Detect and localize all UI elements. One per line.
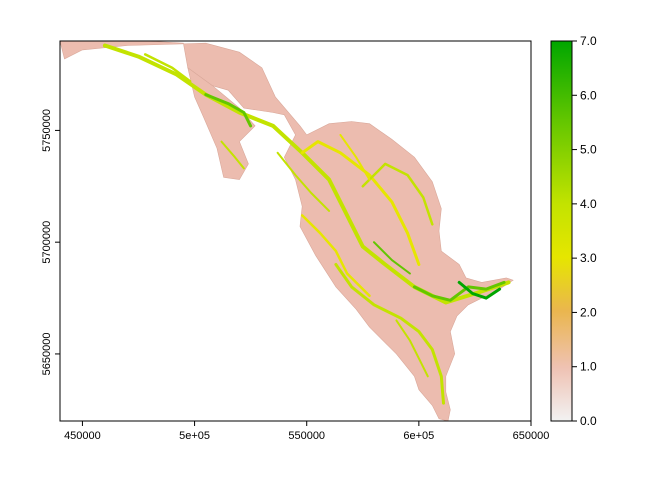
legend-tick-label: 2.0 — [580, 305, 597, 319]
x-tick-label: 550000 — [288, 430, 325, 442]
river-stream — [395, 319, 429, 378]
legend-tick-label: 3.0 — [580, 251, 597, 265]
legend-tick-label: 4.0 — [580, 197, 597, 211]
river-stream — [300, 214, 371, 298]
legend-tick-label: 7.0 — [580, 34, 597, 48]
y-tick-label: 5650000 — [41, 333, 53, 376]
x-tick-label: 5e+05 — [179, 430, 210, 442]
river-stream — [276, 151, 331, 212]
river-stream — [334, 263, 445, 405]
legend-colorbar — [551, 41, 572, 421]
river-stream — [220, 140, 245, 170]
basin-region — [60, 41, 514, 421]
legend-ticks: 0.0 1.0 2.0 3.0 4.0 5.0 6.0 7.0 — [572, 34, 597, 428]
y-tick-label: 5700000 — [41, 221, 53, 264]
plot-panel-border — [59, 40, 532, 422]
river-stream — [457, 280, 502, 300]
river-stream — [412, 280, 506, 302]
raster-layer — [60, 41, 514, 421]
x-tick-label: 6e+05 — [403, 430, 434, 442]
river-stream — [204, 93, 253, 128]
y-tick-label: 5750000 — [41, 109, 53, 152]
legend-tick-label: 6.0 — [580, 88, 597, 102]
x-axis: 450000 5e+05 550000 6e+05 650000 — [64, 421, 549, 442]
river-stream — [373, 241, 411, 275]
color-legend: 0.0 1.0 2.0 3.0 4.0 5.0 6.0 7.0 — [550, 34, 597, 428]
river-stream — [339, 133, 371, 181]
legend-colorbar-border — [550, 40, 573, 422]
legend-tick-label: 0.0 — [580, 414, 597, 428]
legend-tick-label: 5.0 — [580, 143, 597, 157]
river-stream — [143, 53, 192, 83]
river-stream — [300, 140, 421, 266]
x-tick-label: 450000 — [64, 430, 101, 442]
y-axis: 5650000 5700000 5750000 — [41, 109, 60, 375]
legend-tick-label: 1.0 — [580, 360, 597, 374]
river-network — [102, 43, 511, 405]
x-tick-label: 650000 — [513, 430, 550, 442]
river-stream — [361, 162, 434, 226]
